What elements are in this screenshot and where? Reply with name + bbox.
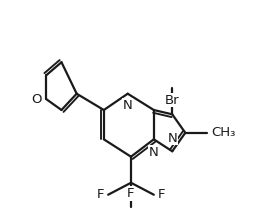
Text: N: N xyxy=(149,146,159,159)
Text: Br: Br xyxy=(165,94,180,107)
Text: CH₃: CH₃ xyxy=(211,126,236,139)
Text: N: N xyxy=(167,132,177,145)
Text: F: F xyxy=(96,188,104,201)
Text: O: O xyxy=(31,93,42,106)
Text: N: N xyxy=(123,99,133,112)
Text: F: F xyxy=(158,188,166,201)
Text: F: F xyxy=(127,187,135,200)
